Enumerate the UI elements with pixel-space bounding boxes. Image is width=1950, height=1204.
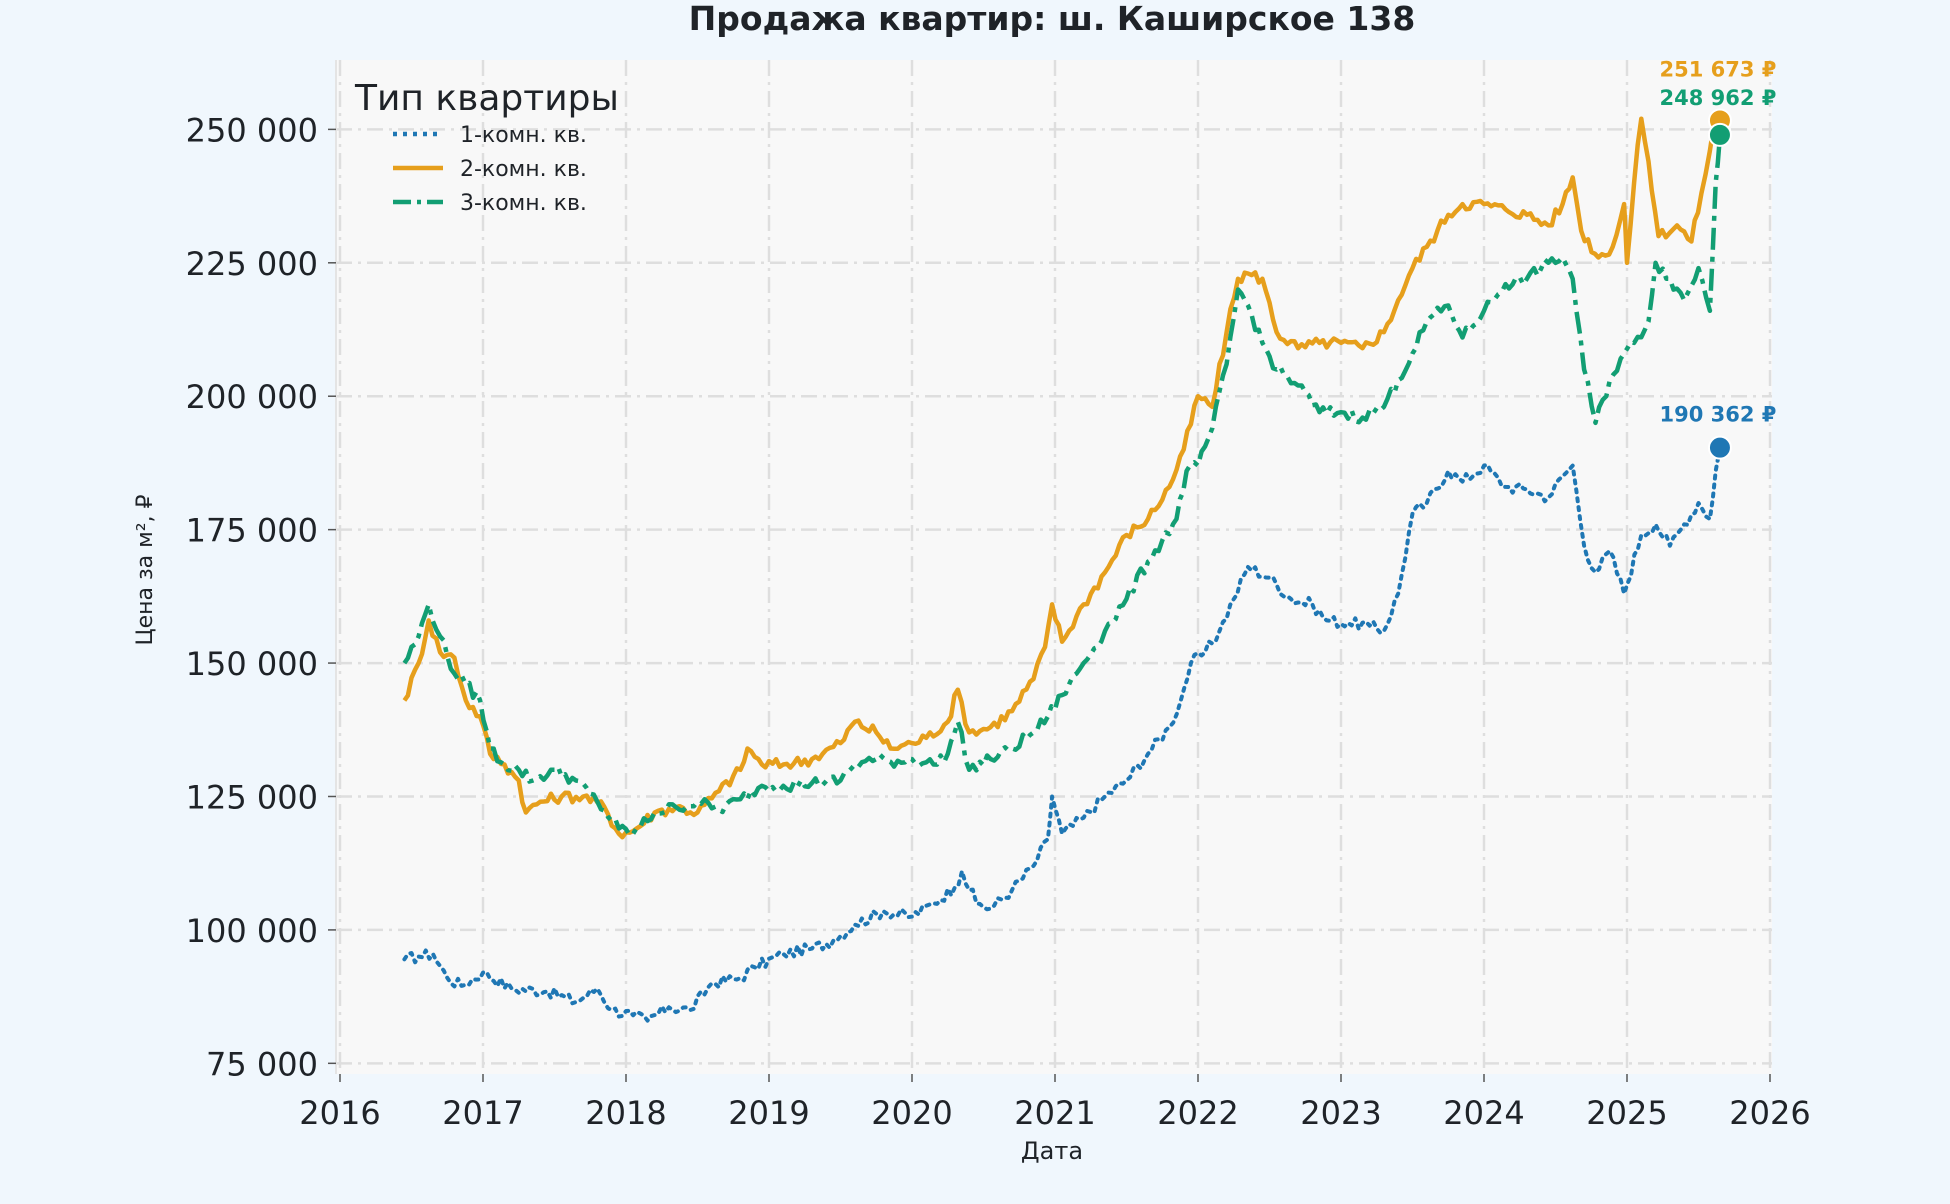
y-tick-label: 250 000 bbox=[186, 111, 318, 149]
series-line-3 bbox=[402, 134, 1723, 838]
y-tick-label: 125 000 bbox=[186, 778, 318, 816]
x-tick-label: 2023 bbox=[1300, 1094, 1381, 1132]
y-axis-label: Цена за м², ₽ bbox=[133, 494, 158, 645]
chart-title: Продажа квартир: ш. Каширское 138 bbox=[689, 0, 1416, 38]
grid bbox=[335, 60, 1772, 1074]
x-tick-label: 2016 bbox=[299, 1094, 380, 1132]
x-tick-label: 2021 bbox=[1014, 1094, 1095, 1132]
x-axis: 2016 2017 2018 2019 2020 2021 2022 2023 2024 2025… bbox=[299, 1074, 1811, 1132]
x-tick-label: 2025 bbox=[1586, 1094, 1667, 1132]
x-tick-label: 2026 bbox=[1729, 1094, 1810, 1132]
legend-label-2: 2-комн. кв. bbox=[460, 157, 587, 182]
x-tick-label: 2024 bbox=[1443, 1094, 1524, 1132]
legend-label-1: 1-комн. кв. bbox=[460, 123, 587, 148]
endpoint-marker-3 bbox=[1707, 122, 1732, 147]
series-line-2 bbox=[402, 116, 1722, 840]
x-tick-label: 2017 bbox=[442, 1094, 523, 1132]
x-tick-label: 2019 bbox=[728, 1094, 809, 1132]
endpoint-label-2: 251 673 ₽ bbox=[1659, 57, 1776, 81]
endpoint-label-1: 190 362 ₽ bbox=[1659, 403, 1776, 427]
endpoint-markers: 190 362 ₽ 251 673 ₽ 248 962 ₽ bbox=[1659, 57, 1776, 460]
endpoint-label-3: 248 962 ₽ bbox=[1659, 86, 1776, 110]
x-axis-label: Дата bbox=[1021, 1137, 1083, 1165]
x-tick-label: 2018 bbox=[585, 1094, 666, 1132]
x-tick-label: 2020 bbox=[871, 1094, 952, 1132]
series-lines bbox=[402, 116, 1723, 1023]
y-tick-label: 200 000 bbox=[186, 378, 318, 416]
series-line-1 bbox=[402, 445, 1722, 1023]
y-axis: 75 000 100 000 125 000 150 000 175 000 200 00… bbox=[186, 111, 336, 1083]
y-tick-label: 175 000 bbox=[186, 512, 318, 550]
legend-label-3: 3-комн. кв. bbox=[460, 191, 587, 216]
y-tick-label: 100 000 bbox=[186, 912, 318, 950]
y-tick-label: 225 000 bbox=[186, 245, 318, 283]
y-tick-label: 75 000 bbox=[206, 1045, 318, 1083]
x-tick-label: 2022 bbox=[1157, 1094, 1238, 1132]
legend-title: Тип квартиры bbox=[354, 78, 619, 119]
endpoint-marker-1 bbox=[1707, 435, 1732, 460]
y-tick-label: 150 000 bbox=[186, 645, 318, 683]
legend: Тип квартиры 1-комн. кв. 2-комн. кв. 3-ком… bbox=[354, 78, 619, 216]
